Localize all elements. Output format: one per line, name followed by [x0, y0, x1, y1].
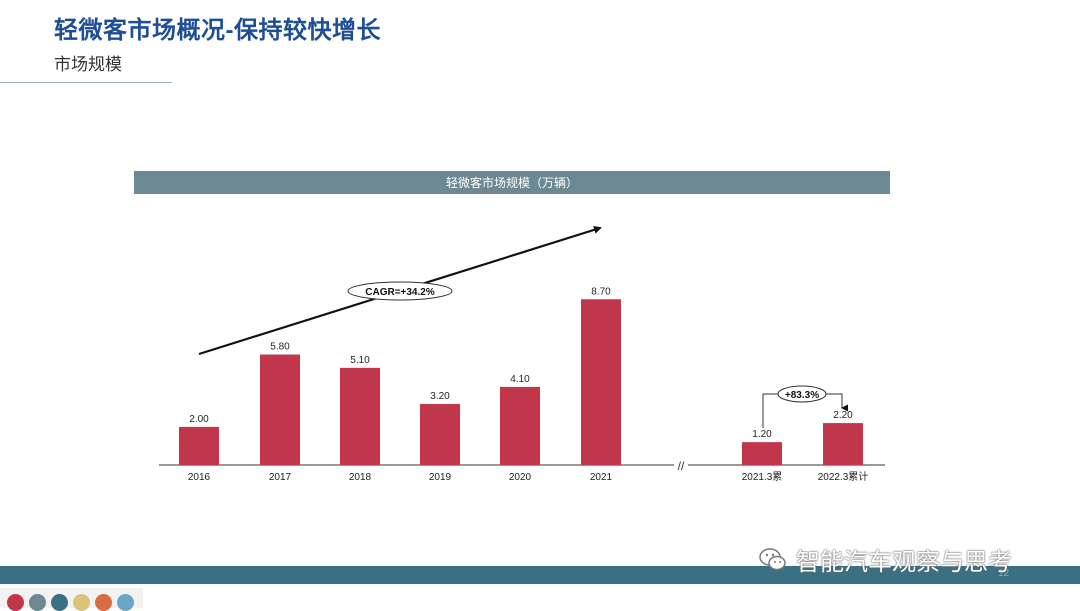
brand-dot: [95, 594, 112, 611]
bar-2017: [260, 354, 300, 465]
bar-2020: [500, 386, 540, 465]
watermark: 智能汽车观察与思考: [758, 542, 1012, 577]
slide-subtitle: 市场规模: [54, 55, 122, 74]
value-label: 2.00: [189, 414, 209, 425]
title-divider: [0, 82, 172, 83]
growth-label: +83.3%: [785, 390, 819, 401]
watermark-text: 智能汽车观察与思考: [796, 549, 1012, 576]
axis-break-mark: //: [678, 459, 685, 473]
wechat-icon: [759, 547, 786, 570]
brand-dot: [117, 594, 134, 611]
x-tick-label: 2016: [188, 472, 211, 483]
bar-2022.3累计: [823, 423, 863, 465]
value-label: 3.20: [430, 391, 450, 402]
value-label: 1.20: [752, 429, 772, 440]
bar-2019: [420, 404, 460, 465]
value-label: 5.80: [270, 342, 290, 353]
x-tick-label: 2022.3累计: [818, 470, 869, 483]
bar-2021.3累: [742, 442, 782, 465]
x-tick-label: 2021.3累: [742, 471, 783, 483]
x-tick-label: 2018: [349, 472, 372, 483]
bar-2018: [340, 367, 380, 465]
brand-dots: [0, 588, 143, 611]
value-label: 4.10: [510, 374, 530, 385]
footer-bar: [0, 566, 1080, 584]
cagr-label: CAGR=+34.2%: [365, 287, 435, 298]
x-tick-label: 2017: [269, 472, 292, 483]
x-tick-label: 2020: [509, 472, 532, 483]
slide-title: 轻微客市场概况-保持较快增长: [54, 17, 381, 44]
x-tick-label: 2019: [429, 472, 452, 483]
chart-title-banner: 轻微客市场规模（万辆）: [134, 171, 890, 194]
brand-dot: [29, 594, 46, 611]
x-tick-label: 2021: [590, 472, 613, 483]
axis-break-gap: [674, 459, 688, 471]
page-number: 12: [998, 568, 1010, 579]
value-label: 5.10: [350, 355, 370, 366]
cagr-ellipse: [347, 281, 453, 301]
brand-dot: [51, 594, 68, 611]
bar-2016: [179, 426, 219, 465]
brand-dot: [7, 594, 24, 611]
value-label: 8.70: [591, 286, 611, 297]
brand-dot: [73, 594, 90, 611]
chart-title: 轻微客市场规模（万辆）: [445, 176, 578, 190]
value-label: 2.20: [833, 410, 853, 421]
growth-ellipse: [777, 385, 827, 403]
bar-2021: [581, 299, 621, 465]
